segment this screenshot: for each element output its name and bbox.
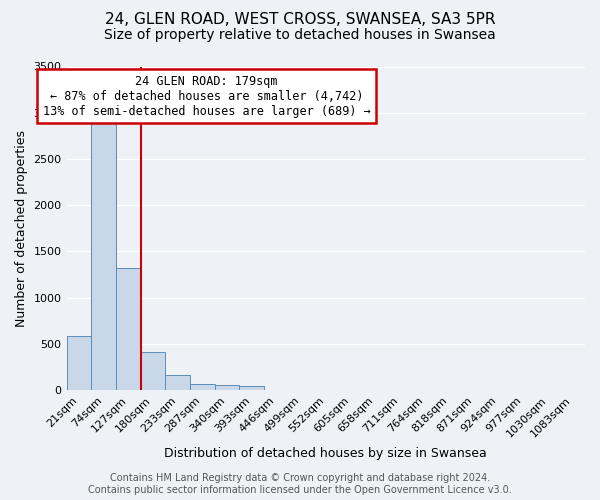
Bar (116, 268, 140, 390)
Bar (91, 122, 116, 390)
Bar (67, 336, 91, 390)
Text: 24 GLEN ROAD: 179sqm
← 87% of detached houses are smaller (4,742)
13% of semi-de: 24 GLEN ROAD: 179sqm ← 87% of detached h… (43, 74, 370, 118)
Bar (165, 376, 190, 390)
Bar (239, 386, 264, 390)
Bar (190, 384, 215, 390)
X-axis label: Distribution of detached houses by size in Swansea: Distribution of detached houses by size … (164, 447, 487, 460)
Bar (140, 352, 165, 390)
Text: 24, GLEN ROAD, WEST CROSS, SWANSEA, SA3 5PR: 24, GLEN ROAD, WEST CROSS, SWANSEA, SA3 … (105, 12, 495, 28)
Text: Contains HM Land Registry data © Crown copyright and database right 2024.
Contai: Contains HM Land Registry data © Crown c… (88, 474, 512, 495)
Bar (215, 386, 239, 390)
Y-axis label: Number of detached properties: Number of detached properties (15, 130, 28, 327)
Text: Size of property relative to detached houses in Swansea: Size of property relative to detached ho… (104, 28, 496, 42)
